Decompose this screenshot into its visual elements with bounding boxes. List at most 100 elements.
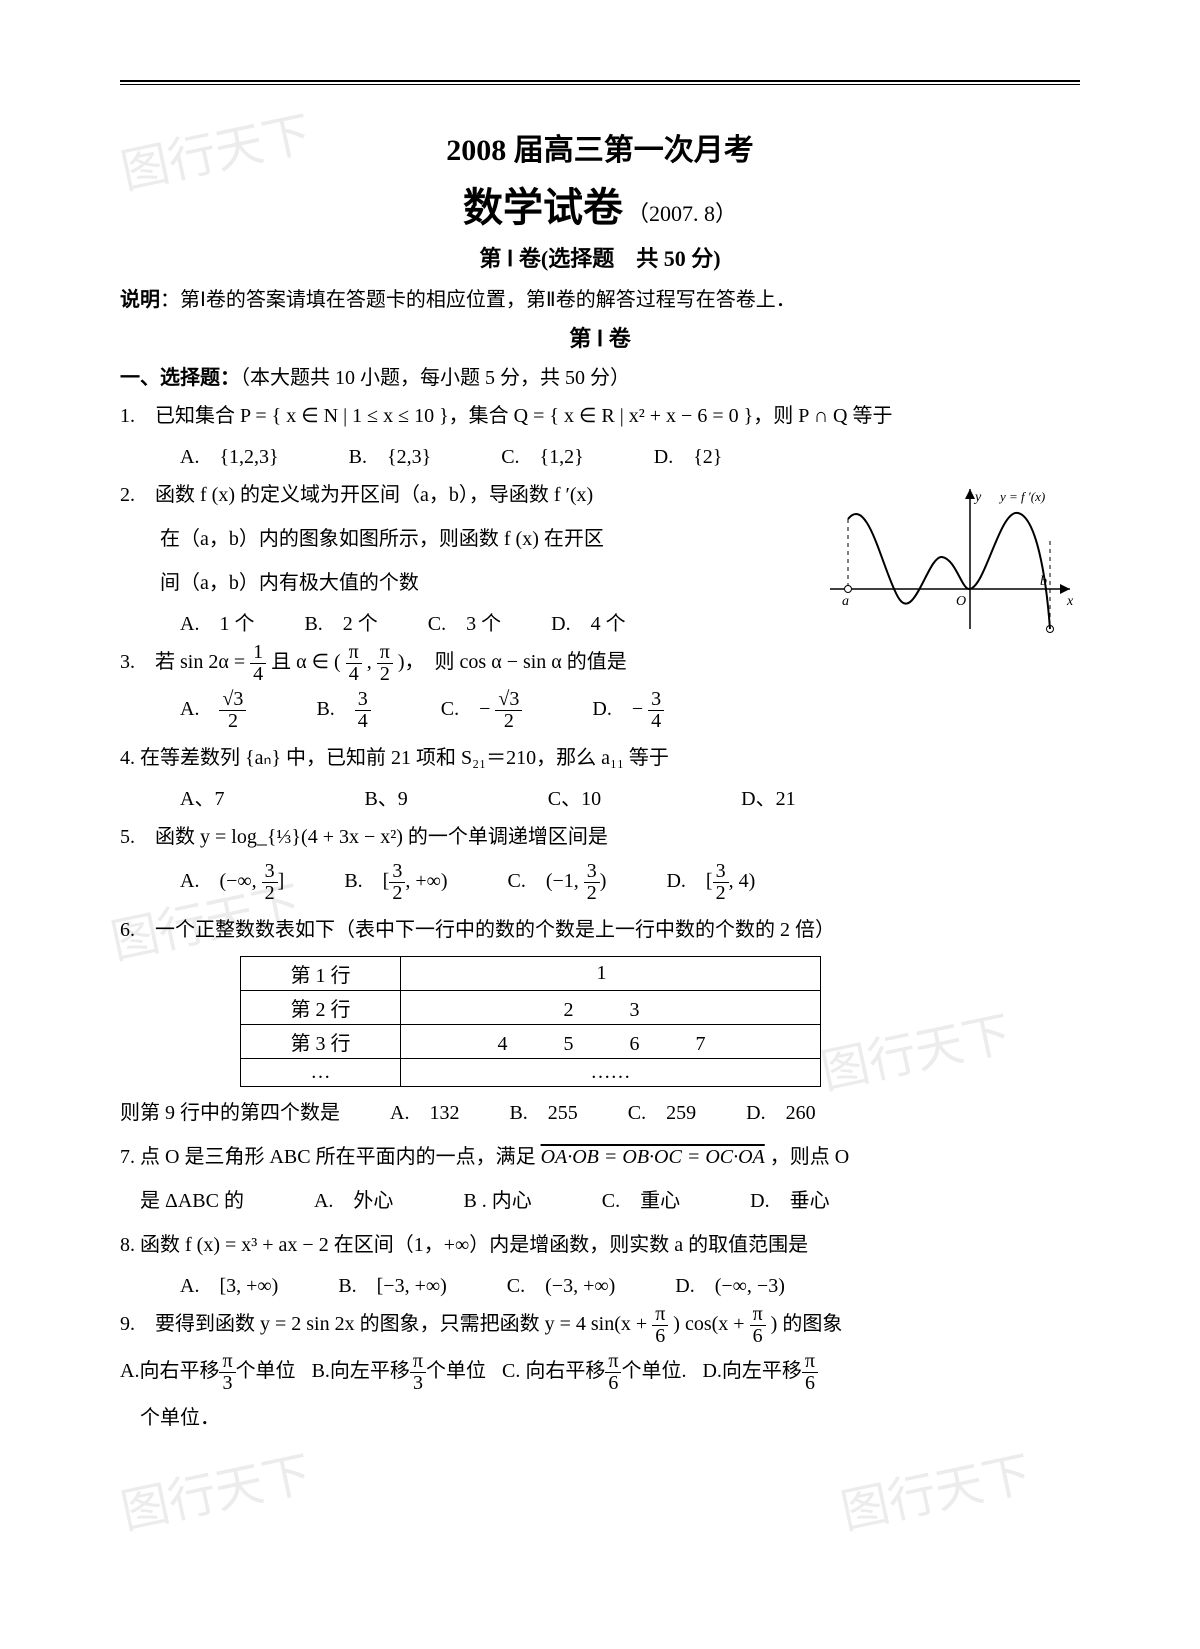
row3-vals: 4 5 6 7: [401, 1025, 821, 1059]
graph-label-fn: y = f ′(x): [998, 489, 1045, 504]
row3-label: 第 3 行: [241, 1025, 401, 1059]
row1-label: 第 1 行: [241, 957, 401, 991]
graph-label-a: a: [842, 594, 849, 609]
q2-derivative-graph: y x a b O y = f ′(x): [820, 479, 1080, 639]
q4-opt-c: C、10: [548, 782, 601, 811]
q9-opt-a: A.向右平移π3个单位: [120, 1351, 296, 1394]
q7-vector-eq: OA·OB = OB·OC = OC·OA: [541, 1146, 765, 1168]
q2-opt-d: D. 4 个: [551, 607, 625, 636]
q9-frac1: π6: [652, 1304, 668, 1347]
q8-options: A. [3, +∞) B. [−3, +∞) C. (−3, +∞) D. (−…: [120, 1269, 1080, 1298]
graph-label-y: y: [973, 490, 982, 505]
exam-header-line1: 2008 届高三第一次月考: [120, 125, 1080, 169]
q5-opt-b: B. [32, +∞): [344, 861, 447, 904]
q6-stem: 6. 一个正整数数表如下（表中下一行中的数的个数是上一行中数的个数的 2 倍）: [120, 910, 1080, 950]
q1-stem: 1. 已知集合 P = { x ∈ N | 1 ≤ x ≤ 10 }，集合 Q …: [120, 396, 1080, 436]
q7-opt-a: A. 外心: [314, 1181, 393, 1221]
q4-opt-b: B、9: [364, 782, 407, 811]
q9-opt-d: D.向左平移π6: [702, 1351, 818, 1394]
q9-options: A.向右平移π3个单位 B.向左平移π3个单位 C. 向右平移π6个单位. D.…: [120, 1351, 1080, 1394]
section-a-header: 一、选择题：（本大题共 10 小题，每小题 5 分，共 50 分）: [120, 361, 1080, 390]
exam-title-date: （2007. 8）: [627, 201, 737, 226]
q9-pre: 9. 要得到函数 y = 2 sin 2x 的图象，只需把函数 y = 4 si…: [120, 1313, 652, 1335]
exam-title-line: 数学试卷 （2007. 8）: [120, 175, 1080, 233]
rule-top-thin: [120, 84, 1080, 85]
q7-post: ，则点 O: [770, 1146, 849, 1168]
q2-options: A. 1 个 B. 2 个 C. 3 个 D. 4 个: [120, 607, 760, 636]
q6-tail-line: 则第 9 行中的第四个数是 A. 132 B. 255 C. 259 D. 26…: [120, 1093, 1080, 1133]
q6-opt-a: A. 132: [390, 1093, 459, 1133]
q9-tail: 个单位．: [120, 1398, 1080, 1438]
q4-stem: 4. 在等差数列 {aₙ} 中，已知前 21 项和 S₂₁＝210，那么 a₁₁…: [120, 738, 1080, 778]
q3-frac2: π4: [346, 642, 362, 685]
q1-opt-c: C. {1,2}: [501, 440, 584, 469]
q6-number-table: 第 1 行1 第 2 行2 3 第 3 行4 5 6 7 ………: [240, 956, 821, 1087]
row1-vals: 1: [401, 957, 821, 991]
q4-options: A、7 B、9 C、10 D、21: [120, 782, 1080, 811]
q7-opt-b: B . 内心: [463, 1181, 531, 1221]
q3-frac3: π2: [377, 642, 393, 685]
q9-opt-b: B.向左平移π3个单位: [312, 1351, 486, 1394]
q3-options: A. √32 B. 34 C. − √32 D. − 34: [120, 689, 1080, 732]
q2-opt-a: A. 1 个: [180, 607, 254, 636]
q3-mid3: )， 则 cos α − sin α 的值是: [398, 651, 627, 673]
q7-line2: 是 ΔABC 的 A. 外心 B . 内心 C. 重心 D. 垂心: [120, 1181, 1080, 1221]
q6-opt-c: C. 259: [628, 1093, 696, 1133]
row2-vals: 2 3: [401, 991, 821, 1025]
q6-opt-b: B. 255: [509, 1093, 577, 1133]
q9-opt-c: C. 向右平移π6个单位.: [502, 1351, 686, 1394]
q6-opt-d: D. 260: [746, 1093, 815, 1133]
q7-opt-d: D. 垂心: [750, 1181, 829, 1221]
row4-vals: ……: [401, 1059, 821, 1087]
q3-pre: 3. 若 sin 2α =: [120, 651, 250, 673]
q8-opt-b: B. [−3, +∞): [338, 1269, 446, 1298]
part-1-header: 第 Ⅰ 卷: [120, 321, 1080, 353]
table-row: ………: [241, 1059, 821, 1087]
q1-opt-b: B. {2,3}: [349, 440, 432, 469]
table-row: 第 1 行1: [241, 957, 821, 991]
section-a-note: （本大题共 10 小题，每小题 5 分，共 50 分）: [240, 367, 630, 389]
q1-opt-a: A. {1,2,3}: [180, 440, 279, 469]
q8-opt-d: D. (−∞, −3): [675, 1269, 785, 1298]
q5-stem: 5. 函数 y = log_{⅓}(4 + 3x − x²) 的一个单调递增区间…: [120, 817, 1080, 857]
q9-mid: ) cos(x +: [673, 1313, 749, 1335]
q2-opt-b: B. 2 个: [304, 607, 377, 636]
q5-opt-d: D. [32, 4): [666, 861, 755, 904]
table-row: 第 3 行4 5 6 7: [241, 1025, 821, 1059]
row2-label: 第 2 行: [241, 991, 401, 1025]
rule-top-thick: [120, 80, 1080, 82]
q9-frac2: π6: [750, 1304, 766, 1347]
graph-label-x: x: [1066, 594, 1074, 609]
q3-opt-b: B. 34: [316, 689, 370, 732]
table-row: 第 2 行2 3: [241, 991, 821, 1025]
q3-opt-d: D. − 34: [592, 689, 664, 732]
row4-label: …: [241, 1059, 401, 1087]
q5-options: A. (−∞, 32] B. [32, +∞) C. (−1, 32) D. […: [120, 861, 1080, 904]
q9-post: ) 的图象: [771, 1313, 843, 1335]
q6-tail: 则第 9 行中的第四个数是: [120, 1093, 340, 1133]
q5-opt-a: A. (−∞, 32]: [180, 861, 284, 904]
q7-pre: 7. 点 O 是三角形 ABC 所在平面内的一点，满足: [120, 1146, 541, 1168]
exam-title: 数学试卷: [463, 185, 623, 230]
q3-opt-a: A. √32: [180, 689, 246, 732]
graph-label-b: b: [1040, 574, 1047, 589]
section-a-title: 一、选择题：: [120, 367, 240, 389]
q5-opt-c: C. (−1, 32): [508, 861, 607, 904]
q8-opt-a: A. [3, +∞): [180, 1269, 278, 1298]
q1-options: A. {1,2,3} B. {2,3} C. {1,2} D. {2}: [120, 440, 1080, 469]
exam-part-header: 第 Ⅰ 卷(选择题 共 50 分): [120, 241, 1080, 273]
q3-opt-c: C. − √32: [441, 689, 523, 732]
q4-opt-a: A、7: [180, 782, 224, 811]
q3-mid2: ,: [367, 651, 377, 673]
exam-page: 2008 届高三第一次月考 数学试卷 （2007. 8） 第 Ⅰ 卷(选择题 共…: [120, 80, 1080, 1442]
q1-opt-d: D. {2}: [654, 440, 723, 469]
q3-frac1: 14: [250, 642, 266, 685]
exam-instruction: 说明：第Ⅰ卷的答案请填在答题卡的相应位置，第Ⅱ卷的解答过程写在答卷上．: [120, 283, 1080, 317]
instruction-label: 说明: [120, 289, 160, 311]
q2-block: 2. 函数 f (x) 的定义域为开区间（a，b），导函数 f ′(x) 在（a…: [120, 475, 1080, 636]
watermark: 图行天下: [117, 1451, 315, 1538]
graph-label-o: O: [956, 594, 966, 609]
q8-stem: 8. 函数 f (x) = x³ + ax − 2 在区间（1，+∞）内是增函数…: [120, 1225, 1080, 1265]
instruction-text: ：第Ⅰ卷的答案请填在答题卡的相应位置，第Ⅱ卷的解答过程写在答卷上．: [160, 289, 796, 311]
q8-opt-c: C. (−3, +∞): [507, 1269, 615, 1298]
